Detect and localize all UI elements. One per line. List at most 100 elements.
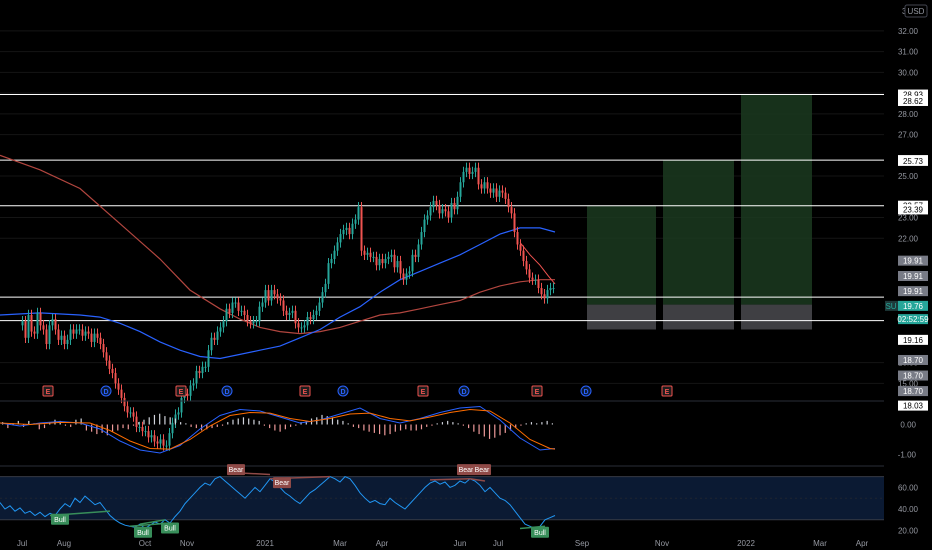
candle-body xyxy=(384,258,387,264)
time-tick-label: Apr xyxy=(376,539,389,548)
candle-body xyxy=(330,258,333,264)
candles xyxy=(21,162,555,451)
candle-body xyxy=(354,219,357,224)
candle-body xyxy=(159,439,162,444)
candle-body xyxy=(198,370,201,374)
earnings-marker-letter: E xyxy=(421,389,426,396)
dividend-marker[interactable] xyxy=(580,385,592,397)
candle-body xyxy=(399,261,402,274)
candle-body xyxy=(141,426,144,432)
candle-body xyxy=(267,290,270,301)
candle-body xyxy=(150,435,153,438)
time-tick-label: 2021 xyxy=(256,539,274,548)
price-tick-label: 28.00 xyxy=(898,110,919,119)
rsi-tick-label: 40.00 xyxy=(898,505,919,514)
price-tag-box xyxy=(898,334,928,345)
candle-body xyxy=(459,182,462,197)
candle-body xyxy=(492,188,495,193)
earnings-marker[interactable] xyxy=(299,385,311,397)
earnings-marker[interactable] xyxy=(175,385,187,397)
candle-body xyxy=(48,325,51,345)
candle-body xyxy=(249,321,252,324)
time-tick-label: Jul xyxy=(493,539,503,548)
candle-body xyxy=(411,254,414,272)
candle-body xyxy=(387,256,390,259)
bull-divergence-label-box xyxy=(161,522,179,534)
candle-body xyxy=(546,290,549,299)
candle-body xyxy=(531,277,534,280)
bear-divergence-line xyxy=(469,478,486,482)
time-tick-label: Jun xyxy=(454,539,467,548)
macd-tick-label: 0.00 xyxy=(900,421,916,430)
earnings-marker-letter: E xyxy=(303,389,308,396)
candle-body xyxy=(336,242,339,251)
price-tag-box xyxy=(898,314,928,325)
ma-short-line xyxy=(519,242,556,285)
candle-body xyxy=(294,310,297,324)
candle-body xyxy=(477,167,480,185)
candle-body xyxy=(366,252,369,255)
price-tag-text: 28.93 xyxy=(903,91,924,100)
candle-body xyxy=(375,256,378,266)
candle-body xyxy=(291,310,294,313)
candle-body xyxy=(498,190,501,197)
bull-divergence-label: Bull xyxy=(54,517,66,524)
price-tag-box xyxy=(898,386,928,397)
dividend-marker[interactable] xyxy=(337,385,349,397)
time-tick-label: Mar xyxy=(813,539,827,548)
dividend-marker-letter: D xyxy=(340,389,345,396)
candle-body xyxy=(27,314,30,338)
price-tick-label: 32.00 xyxy=(898,27,919,36)
time-tick-label: Sep xyxy=(575,539,590,548)
candle-body xyxy=(57,329,60,340)
candle-body xyxy=(45,329,48,345)
time-tick-label: Oct xyxy=(139,539,152,548)
time-axis[interactable]: Jul Aug Oct Nov 2021 Mar Apr Jun Jul Sep Nov 2022 Ma… xyxy=(17,539,869,548)
earnings-marker-letter: E xyxy=(665,389,670,396)
candle-body xyxy=(84,331,87,336)
candle-body xyxy=(528,269,531,278)
candle-body xyxy=(120,389,123,398)
earnings-marker[interactable] xyxy=(531,385,543,397)
candle-body xyxy=(240,310,243,312)
candle-body xyxy=(549,288,552,291)
candle-body xyxy=(345,227,348,230)
earnings-marker[interactable] xyxy=(661,385,673,397)
dividend-marker-letter: D xyxy=(224,389,229,396)
candle-body xyxy=(192,383,195,386)
candle-body xyxy=(279,298,282,301)
candle-body xyxy=(438,205,441,214)
currency-button[interactable] xyxy=(904,4,928,18)
candle-body xyxy=(54,319,57,330)
bear-divergence-label-box xyxy=(457,464,475,476)
candle-body xyxy=(369,252,372,257)
candle-body xyxy=(525,261,528,270)
dividend-marker[interactable] xyxy=(458,385,470,397)
candle-body xyxy=(252,321,255,324)
earnings-marker[interactable] xyxy=(417,385,429,397)
price-tag-text: 19.76 xyxy=(903,302,924,311)
stop-zone xyxy=(663,304,734,330)
price-tick-label: 25.00 xyxy=(898,172,919,181)
price-tag-text: 02:52:59 xyxy=(897,315,929,324)
candle-body xyxy=(108,360,111,369)
dividend-marker[interactable] xyxy=(100,385,112,397)
candle-body xyxy=(132,412,135,417)
candle-body xyxy=(231,302,234,313)
bull-divergence-label: Bull xyxy=(534,530,546,537)
candle-body xyxy=(21,321,24,326)
bear-divergence-label: Bear xyxy=(475,467,490,474)
candle-body xyxy=(306,317,309,326)
candle-body xyxy=(324,283,327,293)
projection-boxes xyxy=(587,94,812,330)
dividend-marker[interactable] xyxy=(221,385,233,397)
candle-body xyxy=(303,325,306,328)
candle-body xyxy=(462,171,465,183)
candle-body xyxy=(447,211,450,218)
price-tick-label: 22.00 xyxy=(898,234,919,243)
earnings-marker[interactable] xyxy=(42,385,54,397)
candle-body xyxy=(453,203,456,210)
